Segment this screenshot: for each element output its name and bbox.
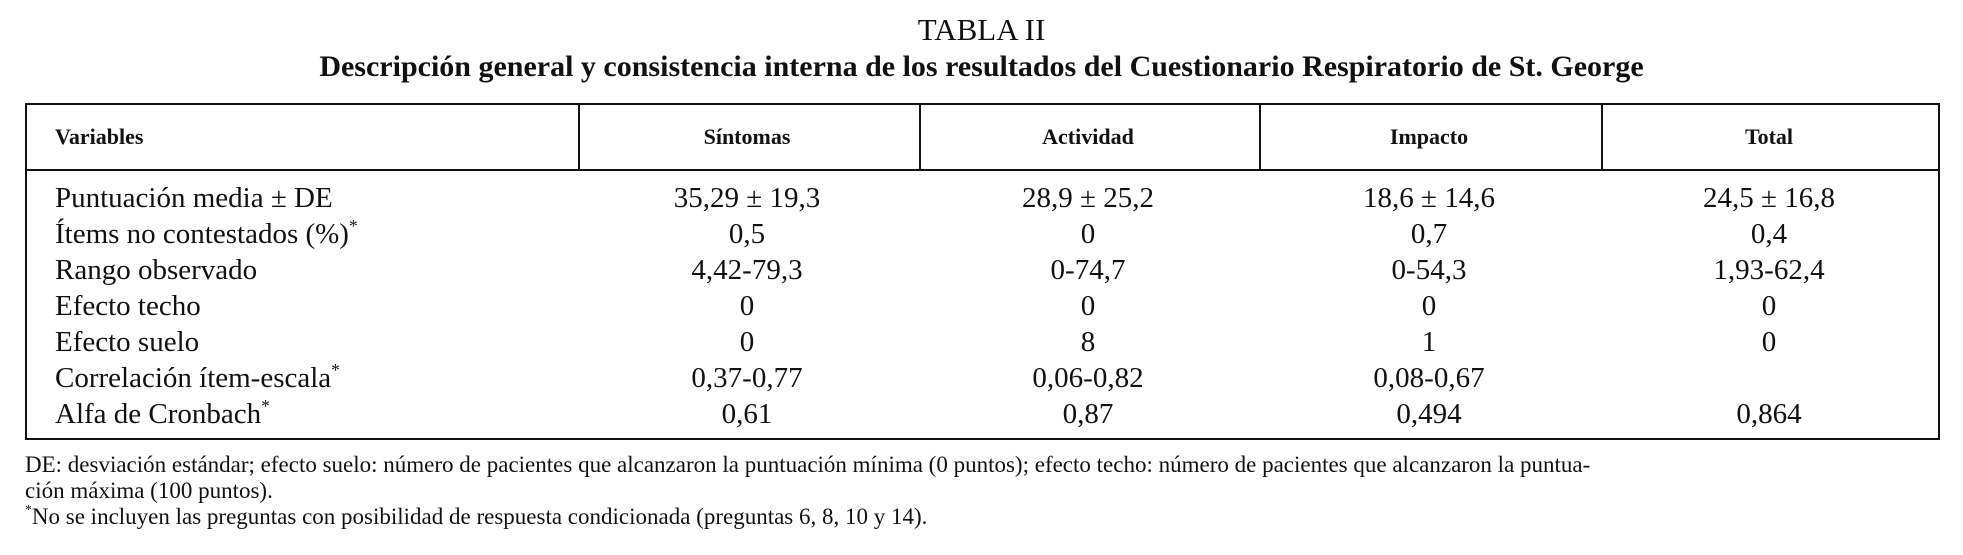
row-label-text: Efecto suelo — [55, 326, 200, 358]
cell: 0 — [739, 290, 755, 322]
footnote: DE: desviación estándar; efecto suelo: n… — [25, 452, 1591, 477]
row-label: Correlación ítem-escala* — [55, 360, 340, 395]
cell: 0,5 — [728, 218, 766, 250]
row-label-text: Rango observado — [55, 254, 258, 286]
footnote: *No se incluyen las preguntas con posibi… — [25, 502, 928, 530]
cell: 0 — [1761, 326, 1777, 358]
column-header: Actividad — [1042, 124, 1134, 149]
row-label: Puntuación media ± DE — [55, 182, 333, 215]
cell: 28,9 ± 25,2 — [1022, 182, 1154, 214]
note-mark: * — [331, 360, 340, 380]
row-label: Efecto suelo — [55, 326, 199, 359]
cell: 0,4 — [1750, 218, 1788, 250]
cell: 1,93-62,4 — [1713, 254, 1825, 286]
column-header: Variables — [55, 124, 144, 149]
cell: 0,06-0,82 — [1032, 362, 1144, 394]
column-header: Impacto — [1389, 124, 1469, 149]
footnote-text: No se incluyen las preguntas con posibil… — [31, 504, 928, 529]
row-label-text: Correlación ítem-escala — [55, 362, 332, 394]
cell: 35,29 ± 19,3 — [673, 182, 821, 214]
row-label: Rango observado — [55, 254, 257, 287]
cell: 0 — [739, 326, 755, 358]
column-header: Síntomas — [703, 124, 791, 149]
header-rule — [27, 169, 1938, 171]
cell: 0,37-0,77 — [691, 362, 803, 394]
note-mark: * — [25, 502, 32, 517]
column-rule — [919, 105, 921, 169]
cell: 0,494 — [1396, 398, 1462, 430]
row-label: Ítems no contestados (%)* — [55, 216, 358, 251]
cell: 8 — [1080, 326, 1096, 358]
table-subtitle: Descripción general y consistencia inter… — [319, 50, 1644, 83]
cell: 0-74,7 — [1050, 254, 1126, 286]
cell: 0 — [1421, 290, 1437, 322]
note-mark: * — [348, 216, 358, 236]
row-label: Alfa de Cronbach* — [55, 396, 270, 431]
column-rule — [578, 105, 580, 169]
cell: 0 — [1080, 218, 1096, 250]
cell: 0,864 — [1736, 398, 1802, 430]
row-label-text: Efecto techo — [55, 290, 201, 322]
cell: 0,7 — [1410, 218, 1448, 250]
cell: 0 — [1080, 290, 1096, 322]
column-header: Total — [1744, 124, 1794, 149]
row-label-text: Alfa de Cronbach — [55, 398, 262, 430]
cell: 4,42-79,3 — [691, 254, 803, 286]
cell: 0 — [1761, 290, 1777, 322]
cell: 18,6 ± 14,6 — [1363, 182, 1495, 214]
note-mark: * — [261, 396, 270, 416]
cell: 24,5 ± 16,8 — [1703, 182, 1835, 214]
row-label-text: Puntuación media ± DE — [55, 182, 333, 214]
table-frame — [25, 103, 1940, 440]
cell: 0,08-0,67 — [1373, 362, 1485, 394]
table-title: TABLA II — [917, 12, 1046, 47]
cell: 1 — [1421, 326, 1437, 358]
cell: 0-54,3 — [1391, 254, 1467, 286]
cell: 0,61 — [721, 398, 773, 430]
row-label-text: Ítems no contestados (%) — [55, 218, 349, 250]
footnote: ción máxima (100 puntos). — [25, 478, 273, 503]
column-rule — [1601, 105, 1603, 169]
row-label: Efecto techo — [55, 290, 201, 323]
column-rule — [1259, 105, 1261, 169]
cell: 0,87 — [1062, 398, 1114, 430]
